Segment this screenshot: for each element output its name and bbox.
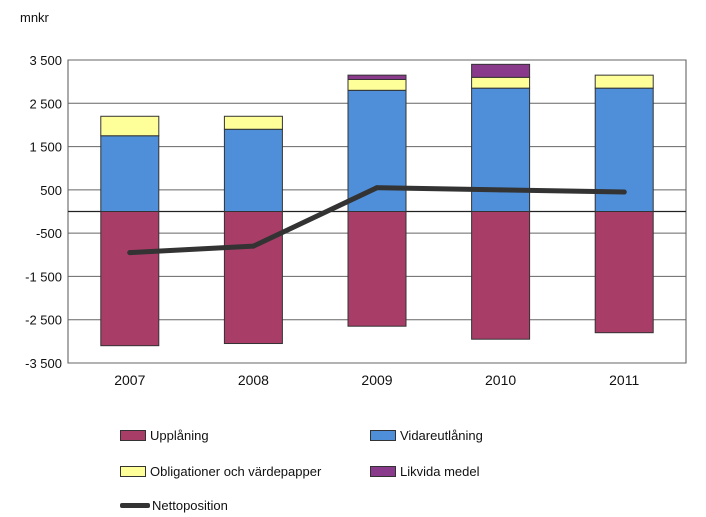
bar-segment-3 bbox=[471, 63, 531, 78]
x-tick-label: 2007 bbox=[114, 372, 145, 388]
legend: Upplåning Vidareutlåning Obligationer oc… bbox=[120, 428, 680, 516]
bar-segment-2 bbox=[100, 115, 160, 137]
legend-line-nettoposition bbox=[120, 503, 150, 508]
y-tick-label: -500 bbox=[36, 226, 62, 241]
legend-swatch-likvida-medel bbox=[370, 466, 396, 477]
y-tick-label: 500 bbox=[40, 183, 62, 198]
legend-item-likvida-medel: Likvida medel bbox=[370, 464, 480, 479]
legend-swatch-upplaning bbox=[120, 430, 146, 441]
bar-segment-0 bbox=[471, 211, 531, 340]
legend-item-upplaning: Upplåning bbox=[120, 428, 209, 443]
legend-swatch-vidareutlaning bbox=[370, 430, 396, 441]
line-point-nettoposition bbox=[498, 187, 504, 193]
line-point-nettoposition bbox=[374, 185, 380, 191]
y-tick-label: 1 500 bbox=[29, 140, 62, 155]
bar-segment-0 bbox=[100, 211, 160, 347]
y-tick-label: -2 500 bbox=[25, 313, 62, 328]
bar-segment-0 bbox=[347, 211, 407, 327]
bar-segment-1 bbox=[223, 128, 283, 212]
bar-segment-2 bbox=[471, 76, 531, 89]
x-tick-label: 2009 bbox=[361, 372, 392, 388]
legend-item-obligationer: Obligationer och värdepapper bbox=[120, 464, 321, 479]
legend-label-vidareutlaning: Vidareutlåning bbox=[400, 428, 483, 443]
y-axis-unit-label: mnkr bbox=[20, 10, 49, 25]
bar-segment-2 bbox=[347, 78, 407, 91]
bar-segment-1 bbox=[100, 135, 160, 212]
legend-swatch-obligationer bbox=[120, 466, 146, 477]
x-tick-label: 2008 bbox=[238, 372, 269, 388]
line-point-nettoposition bbox=[621, 189, 627, 195]
x-tick-label: 2011 bbox=[609, 372, 639, 388]
legend-label-obligationer: Obligationer och värdepapper bbox=[150, 464, 322, 479]
bar-segment-2 bbox=[594, 74, 654, 89]
legend-item-vidareutlaning: Vidareutlåning bbox=[370, 428, 483, 443]
x-tick-label: 2010 bbox=[485, 372, 516, 388]
stacked-bar-chart: 3 500 2 500 1 500 500 -500 -1 500 -2 500 -3 500… bbox=[25, 53, 687, 388]
y-tick-label: -3 500 bbox=[25, 356, 62, 371]
bar-segment-0 bbox=[594, 211, 654, 334]
bar-segment-0 bbox=[223, 211, 283, 345]
y-tick-label: 2 500 bbox=[29, 96, 62, 111]
chart-area: 3 500 2 500 1 500 500 -500 -1 500 -2 500 -3 500… bbox=[25, 53, 687, 388]
bar-segment-3 bbox=[347, 74, 407, 80]
legend-label-upplaning: Upplåning bbox=[150, 428, 209, 443]
legend-label-likvida-medel: Likvida medel bbox=[400, 464, 480, 479]
line-point-nettoposition bbox=[250, 243, 256, 249]
bar-segment-2 bbox=[223, 115, 283, 130]
y-tick-label: -1 500 bbox=[25, 269, 62, 284]
line-point-nettoposition bbox=[127, 250, 133, 256]
y-tick-label: 3 500 bbox=[29, 53, 62, 68]
bar-segment-1 bbox=[347, 89, 407, 212]
legend-item-nettoposition: Nettoposition bbox=[120, 498, 228, 513]
legend-label-nettoposition: Nettoposition bbox=[152, 498, 228, 513]
bar-segment-1 bbox=[471, 87, 531, 212]
